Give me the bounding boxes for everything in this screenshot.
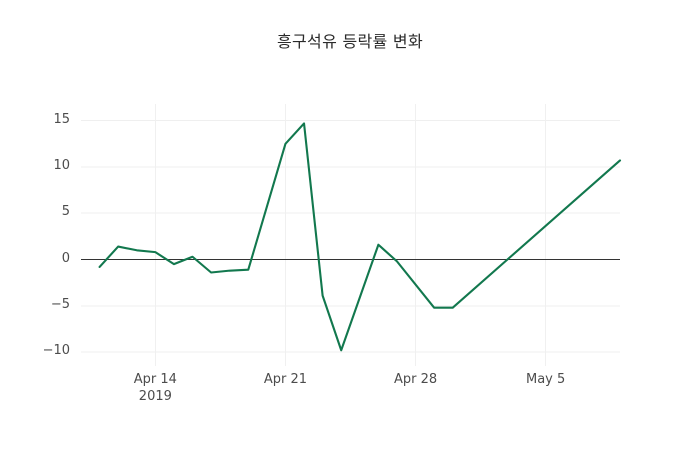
x-axis-tick-label-main: Apr 28 [393, 372, 438, 387]
y-axis-tick-label: 5 [61, 204, 70, 220]
data-series-line [98, 122, 622, 352]
x-axis-tick-label-main: Apr 21 [263, 372, 308, 387]
x-axis-tick-label: Apr 21 [225, 371, 345, 388]
x-axis-tick-label-main: May 5 [526, 372, 566, 387]
x-axis-tick-sublabel: 2019 [138, 389, 172, 404]
x-axis-tick-label: May 5 [486, 371, 606, 388]
chart-title: 흥구석유 등락률 변화 [277, 32, 423, 51]
horizontal-gridlines [81, 120, 620, 353]
y-axis-tick-label: −10 [42, 343, 70, 359]
y-axis-tick-label: −5 [50, 296, 70, 312]
y-axis-tick-label: 0 [61, 250, 70, 266]
vertical-gridlines [154, 104, 547, 366]
y-axis-tick-label: 10 [53, 157, 70, 173]
x-axis-tick-label-main: Apr 14 [133, 372, 177, 387]
x-axis-tick-label: Apr 28 [356, 371, 476, 388]
y-axis-tick-label: 15 [53, 111, 70, 127]
x-axis-tick-label: Apr 14 2019 [95, 371, 215, 405]
